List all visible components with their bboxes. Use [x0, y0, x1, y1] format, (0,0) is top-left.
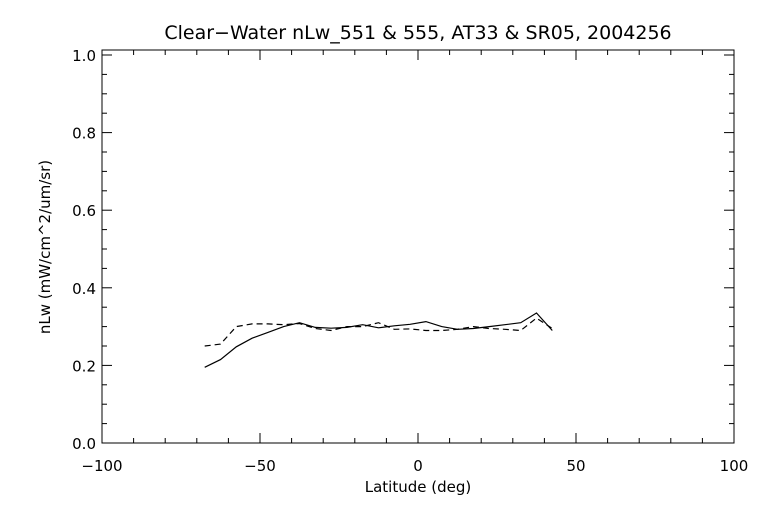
series-line-solid: [204, 312, 553, 368]
x-tick-label: −100: [81, 457, 122, 475]
y-axis-label: nLw (mW/cm^2/um/sr): [36, 160, 54, 334]
y-tick-label: 0.0: [72, 435, 96, 453]
x-tick-label: −50: [244, 457, 276, 475]
x-tick-label: 0: [413, 457, 423, 475]
series-line-dashed: [204, 317, 553, 347]
x-axis-label: Latitude (deg): [365, 478, 471, 496]
series-group: [204, 312, 553, 368]
x-tick-label: 100: [720, 457, 749, 475]
y-tick-label: 0.6: [72, 202, 96, 220]
y-tick-label: 0.4: [72, 280, 96, 298]
axis-ticks: [101, 50, 735, 444]
plot-frame: [101, 49, 735, 444]
x-tick-label: 50: [566, 457, 585, 475]
y-tick-label: 0.2: [72, 357, 96, 375]
tick-labels: −100 −50 0 50 100 0.0 0.2 0.4 0.6 0.8 1.0: [72, 47, 748, 475]
y-tick-label: 1.0: [72, 47, 96, 65]
y-tick-label: 0.8: [72, 125, 96, 143]
chart-title: Clear−Water nLw_551 & 555, AT33 & SR05, …: [164, 22, 671, 44]
